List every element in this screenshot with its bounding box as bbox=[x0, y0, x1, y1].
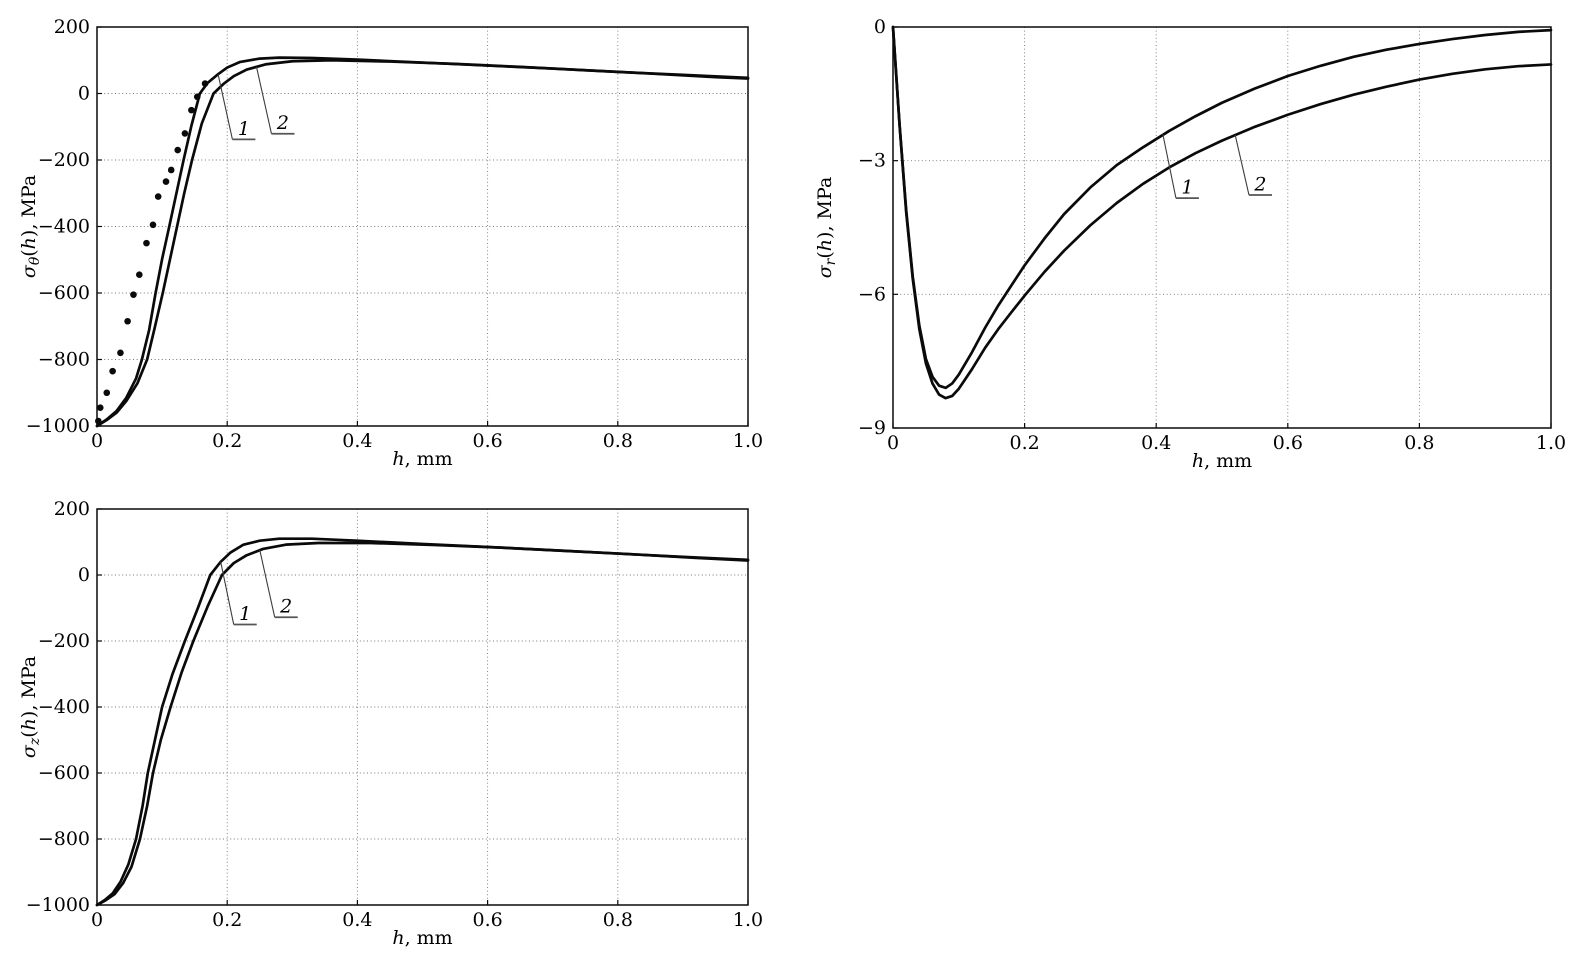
gridlines bbox=[893, 27, 1551, 428]
x-tick-label: 0.8 bbox=[603, 430, 633, 452]
chart-sigma-z: 1 2 0 0.2 0.4 0.6 0.8 1.0 200 0 −200 −400 −600 −800 −1… bbox=[0, 478, 790, 958]
tick-marks bbox=[892, 26, 1552, 429]
x-tick-label: 0 bbox=[91, 430, 103, 452]
curve-1 bbox=[891, 25, 1553, 390]
y-tick-label: 0 bbox=[78, 564, 90, 586]
curve-2 bbox=[891, 25, 1553, 400]
y-tick-label: 0 bbox=[874, 16, 886, 38]
experimental-dot bbox=[143, 239, 150, 247]
x-tick-label: 0 bbox=[91, 909, 103, 931]
plot-border bbox=[96, 26, 749, 427]
chart-sigma-theta: 1 2 0 0.2 0.4 0.6 0.8 1.0 200 0 −200 −400 −600 −800 −1… bbox=[0, 0, 790, 478]
curve-label-text: 1 bbox=[238, 118, 250, 140]
gridlines bbox=[97, 27, 748, 426]
experimental-dot bbox=[95, 417, 102, 425]
experimental-points bbox=[95, 80, 209, 425]
curve-label-1: 1 bbox=[217, 74, 256, 141]
y-axis-label: σz(h), MPa bbox=[18, 656, 43, 758]
experimental-dot bbox=[136, 271, 143, 279]
curve-label-text: 2 bbox=[279, 596, 292, 618]
y-tick-label: −1000 bbox=[26, 415, 90, 437]
curve-label-text: 2 bbox=[276, 112, 289, 134]
curve-label-text: 1 bbox=[239, 603, 251, 625]
x-tick-label: 0 bbox=[887, 432, 899, 454]
experimental-dot bbox=[188, 106, 195, 114]
curve-label-1: 1 bbox=[220, 561, 257, 626]
curve-label-text: 1 bbox=[1181, 177, 1193, 199]
experimental-dot bbox=[201, 80, 209, 87]
chart-sigma-r: 1 2 0 0.2 0.4 0.6 0.8 1.0 0 −3 −6 −9 h, mm σr(h), MPa bbox=[793, 0, 1582, 478]
y-tick-label: −200 bbox=[38, 630, 90, 652]
chart-sigma-r-svg: 1 2 0 0.2 0.4 0.6 0.8 1.0 0 −3 −6 −9 h, mm σr(h), MPa bbox=[814, 16, 1566, 472]
leader-line bbox=[1162, 133, 1177, 199]
x-tick-label: 0.4 bbox=[1141, 432, 1171, 454]
x-axis-label: h, mm bbox=[392, 927, 452, 949]
experimental-dot bbox=[117, 349, 124, 357]
experimental-dot bbox=[149, 221, 157, 229]
x-tick-label: 0.8 bbox=[1404, 432, 1434, 454]
experimental-dot bbox=[181, 130, 189, 137]
x-tick-label: 0.6 bbox=[1273, 432, 1303, 454]
y-axis-label: σr(h), MPa bbox=[814, 177, 839, 279]
y-tick-label: 0 bbox=[78, 83, 90, 105]
experimental-dot bbox=[154, 193, 162, 200]
plot-border bbox=[96, 508, 749, 906]
curve-label-text: 2 bbox=[1253, 173, 1266, 195]
y-tick-label: 200 bbox=[54, 498, 90, 520]
experimental-dot bbox=[124, 317, 131, 325]
curve-1 bbox=[95, 56, 750, 428]
y-axis-label: σθ(h), MPa bbox=[18, 175, 43, 278]
y-tick-label: −800 bbox=[38, 349, 90, 371]
experimental-dot bbox=[174, 146, 182, 154]
experimental-dot bbox=[103, 389, 111, 397]
y-tick-label: −400 bbox=[38, 216, 90, 238]
curve-1 bbox=[95, 537, 750, 907]
x-tick-label: 0.2 bbox=[212, 430, 242, 452]
gridlines bbox=[97, 509, 748, 905]
x-axis-label: h, mm bbox=[392, 448, 452, 470]
curve-2 bbox=[95, 541, 750, 907]
curve-label-2: 2 bbox=[255, 66, 295, 135]
plot-border bbox=[892, 26, 1552, 429]
x-tick-label: 0.4 bbox=[342, 909, 372, 931]
curve-label-2: 2 bbox=[1234, 134, 1272, 196]
y-tick-label: −200 bbox=[38, 149, 90, 171]
x-tick-label: 0.2 bbox=[212, 909, 242, 931]
x-tick-label: 0.8 bbox=[603, 909, 633, 931]
x-tick-label: 1.0 bbox=[733, 909, 763, 931]
y-tick-label: −3 bbox=[858, 150, 886, 172]
curve-2 bbox=[95, 58, 750, 428]
leader-line bbox=[1234, 134, 1250, 196]
x-tick-label: 1.0 bbox=[733, 430, 763, 452]
chart-sigma-z-svg: 1 2 0 0.2 0.4 0.6 0.8 1.0 200 0 −200 −400 −600 −800 −1… bbox=[18, 498, 763, 949]
experimental-dot bbox=[96, 404, 104, 412]
y-tick-label: −600 bbox=[38, 282, 90, 304]
experimental-dot bbox=[109, 367, 116, 375]
x-axis-label: h, mm bbox=[1192, 450, 1252, 472]
x-tick-label: 1.0 bbox=[1536, 432, 1566, 454]
x-tick-label: 0.4 bbox=[342, 430, 372, 452]
x-tick-label: 0.6 bbox=[472, 430, 502, 452]
y-tick-label: −800 bbox=[38, 828, 90, 850]
y-tick-label: −6 bbox=[858, 283, 886, 305]
experimental-dot bbox=[162, 178, 170, 185]
chart-sigma-theta-svg: 1 2 0 0.2 0.4 0.6 0.8 1.0 200 0 −200 −400 −600 −800 −1… bbox=[18, 16, 763, 470]
y-tick-label: −400 bbox=[38, 696, 90, 718]
leader-line bbox=[255, 66, 273, 134]
experimental-dot bbox=[193, 93, 201, 101]
x-tick-label: 0.2 bbox=[1009, 432, 1039, 454]
curve-label-1: 1 bbox=[1162, 133, 1199, 199]
y-tick-label: −600 bbox=[38, 762, 90, 784]
leader-line bbox=[220, 561, 235, 625]
y-tick-label: −9 bbox=[858, 417, 886, 439]
curve-label-2: 2 bbox=[259, 549, 298, 619]
experimental-dot bbox=[130, 291, 137, 298]
leader-line bbox=[259, 549, 276, 618]
y-tick-label: 200 bbox=[54, 16, 90, 38]
leader-line bbox=[217, 74, 233, 140]
x-tick-label: 0.6 bbox=[472, 909, 502, 931]
experimental-dot bbox=[167, 166, 175, 174]
y-tick-label: −1000 bbox=[26, 894, 90, 916]
